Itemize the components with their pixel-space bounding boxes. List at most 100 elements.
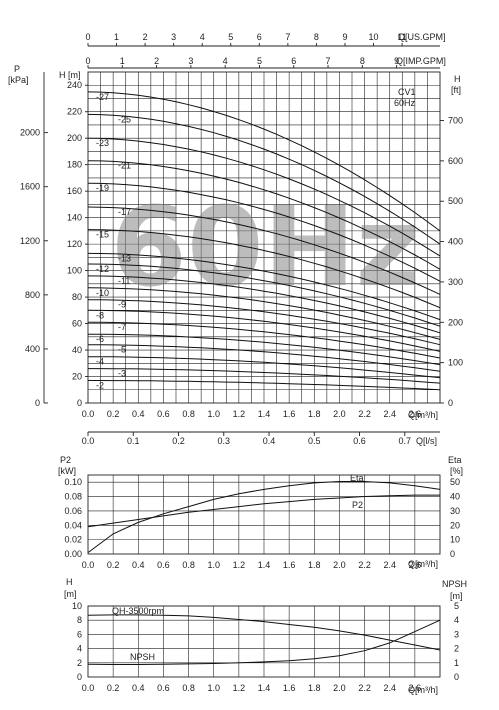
stage-label: -5 — [118, 345, 126, 355]
npsh-series-line — [87, 619, 441, 665]
power-x-tick: 1.2 — [233, 560, 246, 570]
ft-tick: 400 — [448, 237, 463, 247]
npsh-h-unit: [m] — [64, 589, 77, 599]
npsh-x-tick: 1.0 — [207, 683, 220, 693]
frequency-label: 60Hz — [394, 98, 416, 108]
head-y-tick: 100 — [67, 266, 82, 276]
npsh-tick: 5 — [454, 601, 459, 611]
stage-curve — [87, 263, 441, 327]
usgpm-tick: 2 — [143, 32, 148, 42]
power-efficiency-panel: 0.00 0.02 0.04 0.06 0.08 0.10 0 10 20 30 40 50 0.0 0.… — [58, 455, 463, 570]
npsh-tick: 1 — [454, 658, 459, 668]
stage-label: -25 — [118, 114, 131, 124]
eta-axis-label: Eta — [448, 455, 462, 465]
stage-curve — [87, 309, 441, 352]
eta-tick: 0 — [450, 549, 455, 559]
usgpm-tick: 6 — [257, 32, 262, 42]
head-axis-ticks: 0 20 40 60 80 100 120 140 160 180 200 220 240 0 400 800… — [20, 72, 463, 419]
p2-tick: 0.08 — [64, 492, 82, 502]
ls-tick: 0.0 — [82, 436, 95, 446]
ls-tick: 0.4 — [263, 436, 276, 446]
head-y-unit: H [m] — [59, 70, 81, 80]
power-x-tick: 2.4 — [383, 560, 396, 570]
npsh-x-tick: 1.2 — [233, 683, 246, 693]
head-x-tick: 1.6 — [283, 409, 296, 419]
usgpm-tick: 4 — [200, 32, 205, 42]
npsh-x-tick: 2.0 — [333, 683, 346, 693]
p2-tick: 0.02 — [64, 535, 82, 545]
usgpm-tick: 9 — [342, 32, 347, 42]
head-x-tick: 1.8 — [308, 409, 321, 419]
head-y-tick: 40 — [72, 345, 82, 355]
stage-curve — [87, 287, 441, 340]
impgpm-tick: 9 — [394, 56, 399, 66]
stage-curve — [88, 333, 441, 366]
npsh-x-tick: 0.4 — [132, 683, 145, 693]
npsh-x-tick: 0.2 — [107, 683, 120, 693]
stage-label: -19 — [96, 183, 109, 193]
npsh-x-unit: Q[m³/h] — [408, 685, 438, 695]
kpa-tick: 1600 — [20, 182, 40, 192]
head-x-tick: 0.2 — [107, 409, 120, 419]
head-y-tick: 200 — [67, 133, 82, 143]
stage-label: -13 — [118, 253, 131, 263]
npsh-h-tick: 0 — [77, 672, 82, 682]
npsh-x-tick: 2.6 — [409, 683, 422, 693]
npsh-x-tick: 1.4 — [258, 683, 271, 693]
stage-curve — [87, 299, 441, 346]
stage-curve — [87, 252, 441, 321]
npsh-x-tick: 2.4 — [383, 683, 396, 693]
stage-label: -21 — [118, 161, 131, 171]
p2-tick: 0.00 — [64, 549, 82, 559]
impgpm-tick: 1 — [120, 56, 125, 66]
impgpm-tick: 0 — [85, 56, 90, 66]
npsh-h-label: H — [66, 577, 73, 587]
head-y-tick: 180 — [67, 160, 82, 170]
stage-curve — [87, 275, 441, 334]
usgpm-tick: 11 — [397, 32, 406, 42]
stage-label: -8 — [96, 310, 104, 320]
p2-legend: P2 — [352, 500, 363, 510]
stage-label: -10 — [96, 288, 109, 298]
head-x-tick: 1.2 — [233, 409, 246, 419]
npsh-h-tick: 4 — [77, 644, 82, 654]
p2-tick: 0.06 — [64, 506, 82, 516]
model-label: CV1 — [398, 87, 416, 97]
stage-curve — [87, 229, 441, 309]
head-x-tick: 2.2 — [358, 409, 371, 419]
npsh-x-tick: 2.2 — [358, 683, 371, 693]
ls-tick: 0.7 — [399, 436, 412, 446]
qh-legend: QH-3500rpm — [112, 606, 164, 616]
power-x-unit: Q[m³/h] — [408, 559, 438, 569]
p2-tick: 0.04 — [64, 520, 82, 530]
head-x-tick: 0.8 — [182, 409, 195, 419]
usgpm-tick: 10 — [369, 32, 379, 42]
kpa-tick: 2000 — [20, 128, 40, 138]
power-x-tick: 2.6 — [409, 560, 422, 570]
eta-series-line — [87, 481, 441, 554]
power-x-tick: 0.8 — [182, 560, 195, 570]
stage-label: -15 — [96, 230, 109, 240]
top-flow-axes: 0 1 2 3 4 5 6 7 8 9 10 11 0 1 2 3 4 5 6 7 8 9 — [85, 32, 440, 69]
head-curve-panel: 60Hz -27-25-23-21-19-17-15-13-12-11-10-9… — [8, 32, 463, 446]
stage-curve — [87, 321, 441, 359]
kpa-tick: 1200 — [20, 236, 40, 246]
usgpm-tick: 0 — [85, 32, 90, 42]
npsh-axis-ticks: 0 2 4 6 8 10 0 1 2 3 4 5 0.0 0.2 0.4 0.6 0.8 1.0 1.2 1.4 1.6… — [72, 601, 459, 693]
npsh-legend: NPSH — [130, 652, 155, 662]
power-x-tick: 1.6 — [283, 560, 296, 570]
kpa-tick: 0 — [35, 398, 40, 408]
impgpm-tick: 3 — [188, 56, 193, 66]
stage-label: -12 — [96, 264, 109, 274]
head-y-tick: 60 — [72, 319, 82, 329]
usgpm-tick: 3 — [171, 32, 176, 42]
ft-tick: 0 — [448, 398, 453, 408]
npsh-axis-label: NPSH — [442, 579, 467, 589]
stage-curve — [88, 380, 441, 391]
stage-label: -27 — [96, 92, 109, 102]
npsh-tick: 3 — [454, 629, 459, 639]
power-x-tick: 1.0 — [207, 560, 220, 570]
npsh-tick: 4 — [454, 615, 459, 625]
ft-tick: 100 — [448, 358, 463, 368]
